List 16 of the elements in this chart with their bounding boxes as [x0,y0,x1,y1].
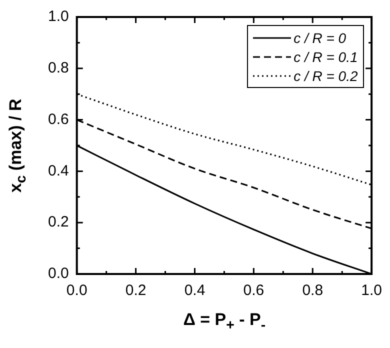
x-tick-label: 0.0 [66,282,88,300]
y-tick-label: 0.6 [48,110,69,128]
x-tick-label: 0.8 [302,282,324,300]
y-tick-label: 1.0 [48,8,69,26]
legend-label: c / R = 0 [294,30,346,46]
y-tick-label: 0.4 [48,162,69,180]
legend-label: c / R = 0.1 [294,48,358,64]
x-tick-label: 1.0 [361,282,382,300]
legend-label: c / R = 0.2 [294,68,358,84]
y-tick-label: 0.0 [48,265,69,282]
y-tick-label: 0.8 [48,60,69,77]
x-tick-label: 0.2 [125,282,146,300]
x-tick-label: 0.4 [184,282,206,300]
x-tick-label: 0.6 [243,282,264,300]
x-axis-title: Δ = P$_{+}$ - P$_{-}$ [183,310,266,334]
y-tick-label: 0.2 [48,214,69,231]
